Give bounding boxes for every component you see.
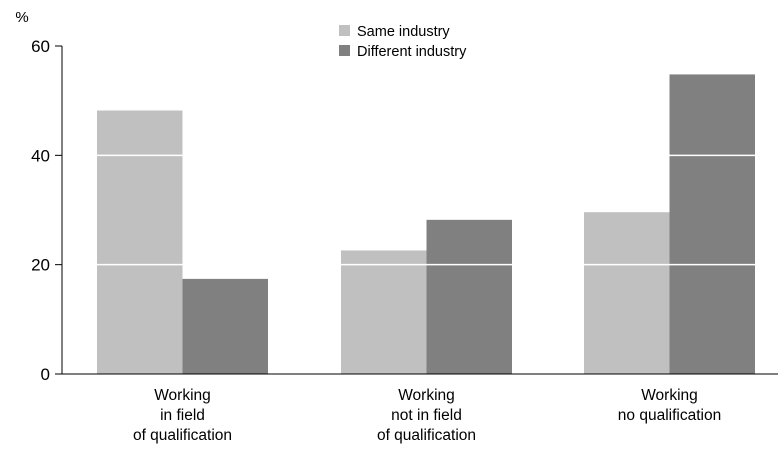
- category-label: in field: [160, 407, 205, 424]
- x-axis-labels: Working in field of qualification Working no…: [133, 387, 721, 444]
- bar-same-industry: [97, 110, 183, 375]
- y-tick-label: 20: [31, 256, 50, 275]
- category-label: Working: [154, 387, 211, 404]
- bar-same-industry: [584, 212, 670, 374]
- y-tick-label: 0: [41, 365, 50, 384]
- category-label: no qualification: [618, 407, 721, 424]
- category-label: Working: [398, 387, 455, 404]
- legend-swatch: [339, 25, 350, 36]
- category-label: of qualification: [377, 427, 476, 444]
- y-axis: 0 20 40 60: [31, 37, 63, 384]
- category-label: not in field: [391, 407, 462, 424]
- legend-swatch: [339, 45, 350, 56]
- y-axis-unit: %: [15, 9, 28, 26]
- y-tick-label: 40: [31, 146, 50, 165]
- legend-label: Different industry: [357, 44, 467, 60]
- bar-same-industry: [341, 250, 427, 374]
- bar-different-industry: [182, 278, 268, 374]
- category-label: of qualification: [133, 427, 232, 444]
- legend: Same industry Different industry: [339, 24, 467, 60]
- category-label: Working: [641, 387, 698, 404]
- bar-different-industry: [426, 219, 512, 374]
- y-tick-label: 60: [31, 37, 50, 56]
- bar-reference-lines: [97, 154, 755, 266]
- bars: [97, 74, 755, 375]
- legend-label: Same industry: [357, 24, 450, 40]
- bar-different-industry: [669, 74, 755, 374]
